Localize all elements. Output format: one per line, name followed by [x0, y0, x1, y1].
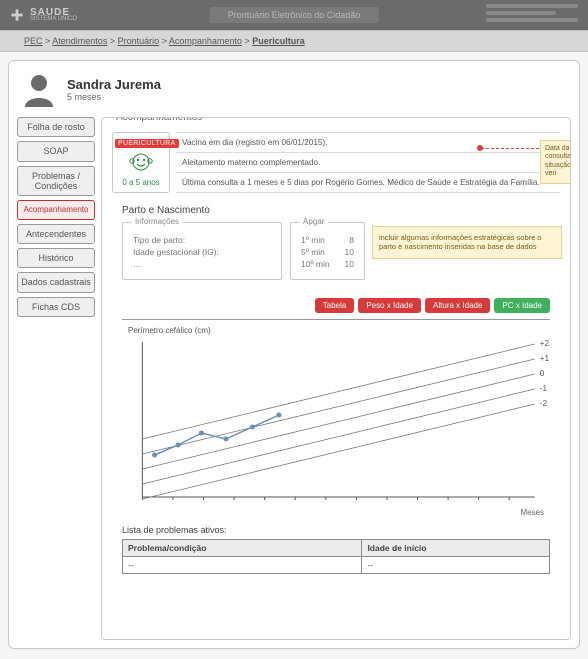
placeholder-bar	[486, 11, 556, 15]
section-label: Acompanhamentos	[112, 117, 206, 123]
svg-text:-2: -2	[540, 399, 548, 408]
crumb-link[interactable]: Atendimentos	[52, 36, 107, 46]
info-legend: Informações	[131, 217, 183, 226]
problems-col: Problema/condição	[123, 540, 362, 557]
apgar-key: 5º min	[301, 247, 325, 257]
table-cell: --	[362, 557, 550, 574]
tab-altura-x-idade[interactable]: Altura x Idade	[425, 298, 490, 313]
crumb-current: Puericultura	[252, 36, 305, 46]
tab-pc-x-idade[interactable]: PC x Idade	[494, 298, 550, 313]
crumb-link[interactable]: Acompanhamento	[169, 36, 242, 46]
left-nav: Folha de rosto SOAP Problemas / Condições A…	[17, 117, 95, 640]
content-area: Acompanhamentos PUERICULTURA 0 a 5 anos	[101, 117, 571, 640]
placeholder-bar	[486, 18, 578, 22]
nav-problemas-condi-es[interactable]: Problemas / Condições	[17, 166, 95, 197]
nav-acompanhamento[interactable]: Acompanhamento	[17, 200, 95, 219]
svg-text:+1: +1	[540, 354, 550, 363]
nav-fichas-cds[interactable]: Fichas CDS	[17, 297, 95, 317]
chart-title: Perímetro cefálico (cm)	[128, 326, 550, 335]
info-line: Idade gestacional (IG):	[133, 247, 271, 257]
info-line: Tipo de parto:	[133, 235, 271, 245]
table-row: ----	[123, 557, 550, 574]
main-panel: Sandra Jurema 5 meses Folha de rosto SOAP…	[8, 60, 580, 649]
apgar-row: 10º min 10	[301, 259, 354, 269]
record-line: Aleitamento materno complementado.	[176, 153, 560, 173]
nav-antecendentes[interactable]: Antecendentes	[17, 224, 95, 244]
chart-tabs: TabelaPeso x Idade Altura x Idade PC x Ida…	[112, 298, 560, 313]
brand: SAUDE SISTEMA ÚNICO	[10, 8, 77, 22]
info-row: PUERICULTURA 0 a 5 anos Vacina em dia (r…	[112, 132, 560, 193]
patient-header: Sandra Jurema 5 meses	[17, 69, 571, 117]
svg-text:0: 0	[540, 369, 545, 378]
chart: +2+10-1-2 Meses	[122, 337, 550, 507]
apgar-row: 5º min 10	[301, 247, 354, 257]
smile-icon	[115, 151, 167, 176]
chart-xlabel: Meses	[520, 508, 544, 517]
apgar-row: 1º min 8	[301, 235, 354, 245]
svg-text:+2: +2	[540, 339, 550, 348]
system-name: Prontuário Eletrônico do Cidadão	[210, 7, 379, 23]
topbar: SAUDE SISTEMA ÚNICO Prontuário Eletrônic…	[0, 0, 588, 30]
record-line: Vacina em dia (registro em 06/01/2015).	[176, 133, 560, 153]
info-box: Informações Tipo de parto:Idade gestacio…	[122, 222, 282, 280]
apgar-legend: Apgar	[299, 217, 328, 226]
badge-range: 0 a 5 anos	[115, 178, 167, 187]
apgar-key: 1º min	[301, 235, 325, 245]
badge-tag: PUERICULTURA	[115, 139, 179, 148]
brand-sub: SISTEMA ÚNICO	[30, 16, 77, 22]
problems-table: Problema/condiçãoIdade de início ----	[122, 539, 550, 574]
parto-boxes: Informações Tipo de parto:Idade gestacio…	[122, 222, 560, 280]
placeholder-bar	[486, 4, 578, 8]
apgar-val: 10	[345, 259, 354, 269]
avatar-icon	[21, 71, 57, 107]
apgar-val: 10	[345, 247, 354, 257]
annotation-right: Data da consulta situação foi veri	[540, 140, 571, 184]
record-line: Última consulta a 1 meses e 5 dias por R…	[176, 173, 560, 193]
nav-soap[interactable]: SOAP	[17, 141, 95, 161]
breadcrumb: PEC > Atendimentos > Prontuário > Acompa…	[0, 30, 588, 52]
svg-text:-1: -1	[540, 384, 548, 393]
crumb-link[interactable]: PEC	[24, 36, 43, 46]
apgar-val: 8	[349, 235, 354, 245]
nav-hist-rico[interactable]: Histórico	[17, 248, 95, 268]
plus-icon	[10, 8, 24, 22]
tab-peso-x-idade[interactable]: Peso x Idade	[358, 298, 421, 313]
problems-col: Idade de início	[362, 540, 550, 557]
topbar-right	[486, 4, 578, 22]
problems-title: Lista de problemas ativos:	[122, 525, 550, 535]
apgar-key: 10º min	[301, 259, 330, 269]
tab-tabela[interactable]: Tabela	[315, 298, 355, 313]
annotation-below: incluir algumas informações estratégicas…	[372, 226, 562, 259]
info-line: …	[133, 259, 271, 269]
nav-dados-cadastrais[interactable]: Dados cadastrais	[17, 272, 95, 292]
patient-name: Sandra Jurema	[67, 77, 161, 92]
nav-folha-de-rosto[interactable]: Folha de rosto	[17, 117, 95, 137]
chart-wrap: Perímetro cefálico (cm) +2+10-1-2 Meses	[122, 319, 550, 507]
crumb-link[interactable]: Prontuário	[118, 36, 160, 46]
apgar-box: Apgar 1º min85º min1010º min10	[290, 222, 365, 280]
table-cell: --	[123, 557, 362, 574]
records-list: Vacina em dia (registro em 06/01/2015).A…	[176, 132, 560, 193]
patient-age: 5 meses	[67, 92, 161, 102]
parto-title: Parto e Nascimento	[122, 205, 560, 216]
puericultura-badge: PUERICULTURA 0 a 5 anos	[112, 132, 170, 193]
